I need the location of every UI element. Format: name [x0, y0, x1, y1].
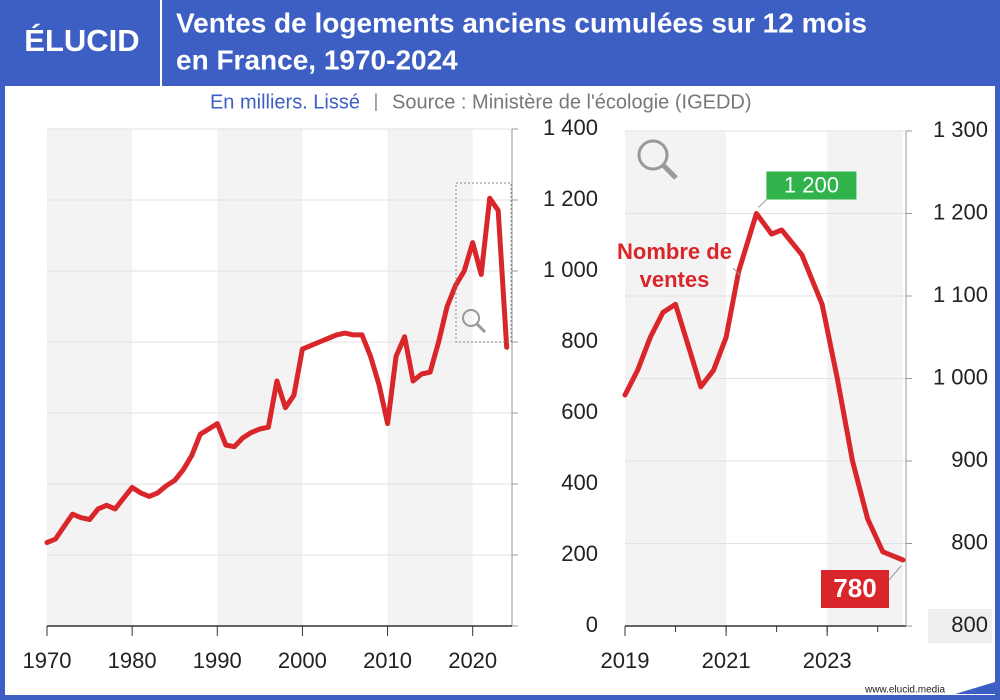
x-tick-label: 1970 — [23, 648, 72, 673]
y-tick-label: 1 000 — [543, 257, 598, 282]
y-tick-label: 0 — [586, 612, 598, 637]
y-tick-label: 1 100 — [933, 282, 988, 307]
subtitle-units: En milliers. Lissé — [210, 91, 360, 113]
subtitle-separator: | — [374, 91, 379, 111]
tick-label-box — [928, 609, 992, 643]
x-tick-label: 2021 — [702, 648, 751, 673]
y-tick-label: 800 — [561, 328, 598, 353]
subtitle-source: Source : Ministère de l'écologie (IGEDD) — [392, 91, 752, 113]
y-tick-label: 600 — [561, 399, 598, 424]
x-tick-label: 2010 — [363, 648, 412, 673]
x-tick-label: 2019 — [601, 648, 650, 673]
value-label-box — [821, 570, 889, 608]
x-tick-label: 2020 — [448, 648, 497, 673]
footer-band — [5, 680, 995, 695]
x-tick-label: 1990 — [193, 648, 242, 673]
footer-logo — [955, 682, 995, 694]
title: en France, 1970-2024 — [176, 44, 458, 75]
line — [44, 195, 510, 546]
x-tick-label: 2000 — [278, 648, 327, 673]
magnifier-icon — [637, 139, 678, 180]
y-tick-label: 200 — [561, 541, 598, 566]
y-tick-label: 1 200 — [543, 186, 598, 211]
y-tick-label: 400 — [561, 470, 598, 495]
label-connector — [888, 565, 902, 581]
y-tick-label: 1 200 — [933, 199, 988, 224]
label-connector — [758, 199, 767, 208]
background-band — [217, 129, 303, 626]
y-tick-label: 1 400 — [543, 115, 598, 140]
value-label: 780 — [833, 573, 876, 603]
background-band — [387, 129, 473, 626]
footer: www.elucid.media — [864, 685, 945, 696]
y-tick-label: 1 300 — [933, 117, 988, 142]
zoom-box — [455, 182, 512, 343]
line — [622, 211, 906, 563]
y-tick-label: 900 — [951, 447, 988, 472]
background-band — [47, 129, 133, 626]
y-tick-label: 800 — [951, 612, 988, 637]
series-label-connector — [732, 267, 741, 276]
x-tick-label: 1980 — [108, 648, 157, 673]
y-tick-label: 1 000 — [933, 364, 988, 389]
title: Ventes de logements anciens cumulées sur… — [176, 7, 867, 38]
logo: ÉLUCID — [24, 23, 139, 58]
value-label-box — [766, 171, 857, 200]
series-label: Nombre de ventes — [617, 239, 732, 292]
x-tick-label: 2023 — [803, 648, 852, 673]
value-label: 1 200 — [784, 172, 839, 197]
y-tick-label: 800 — [951, 529, 988, 554]
magnifier-icon — [462, 309, 487, 334]
